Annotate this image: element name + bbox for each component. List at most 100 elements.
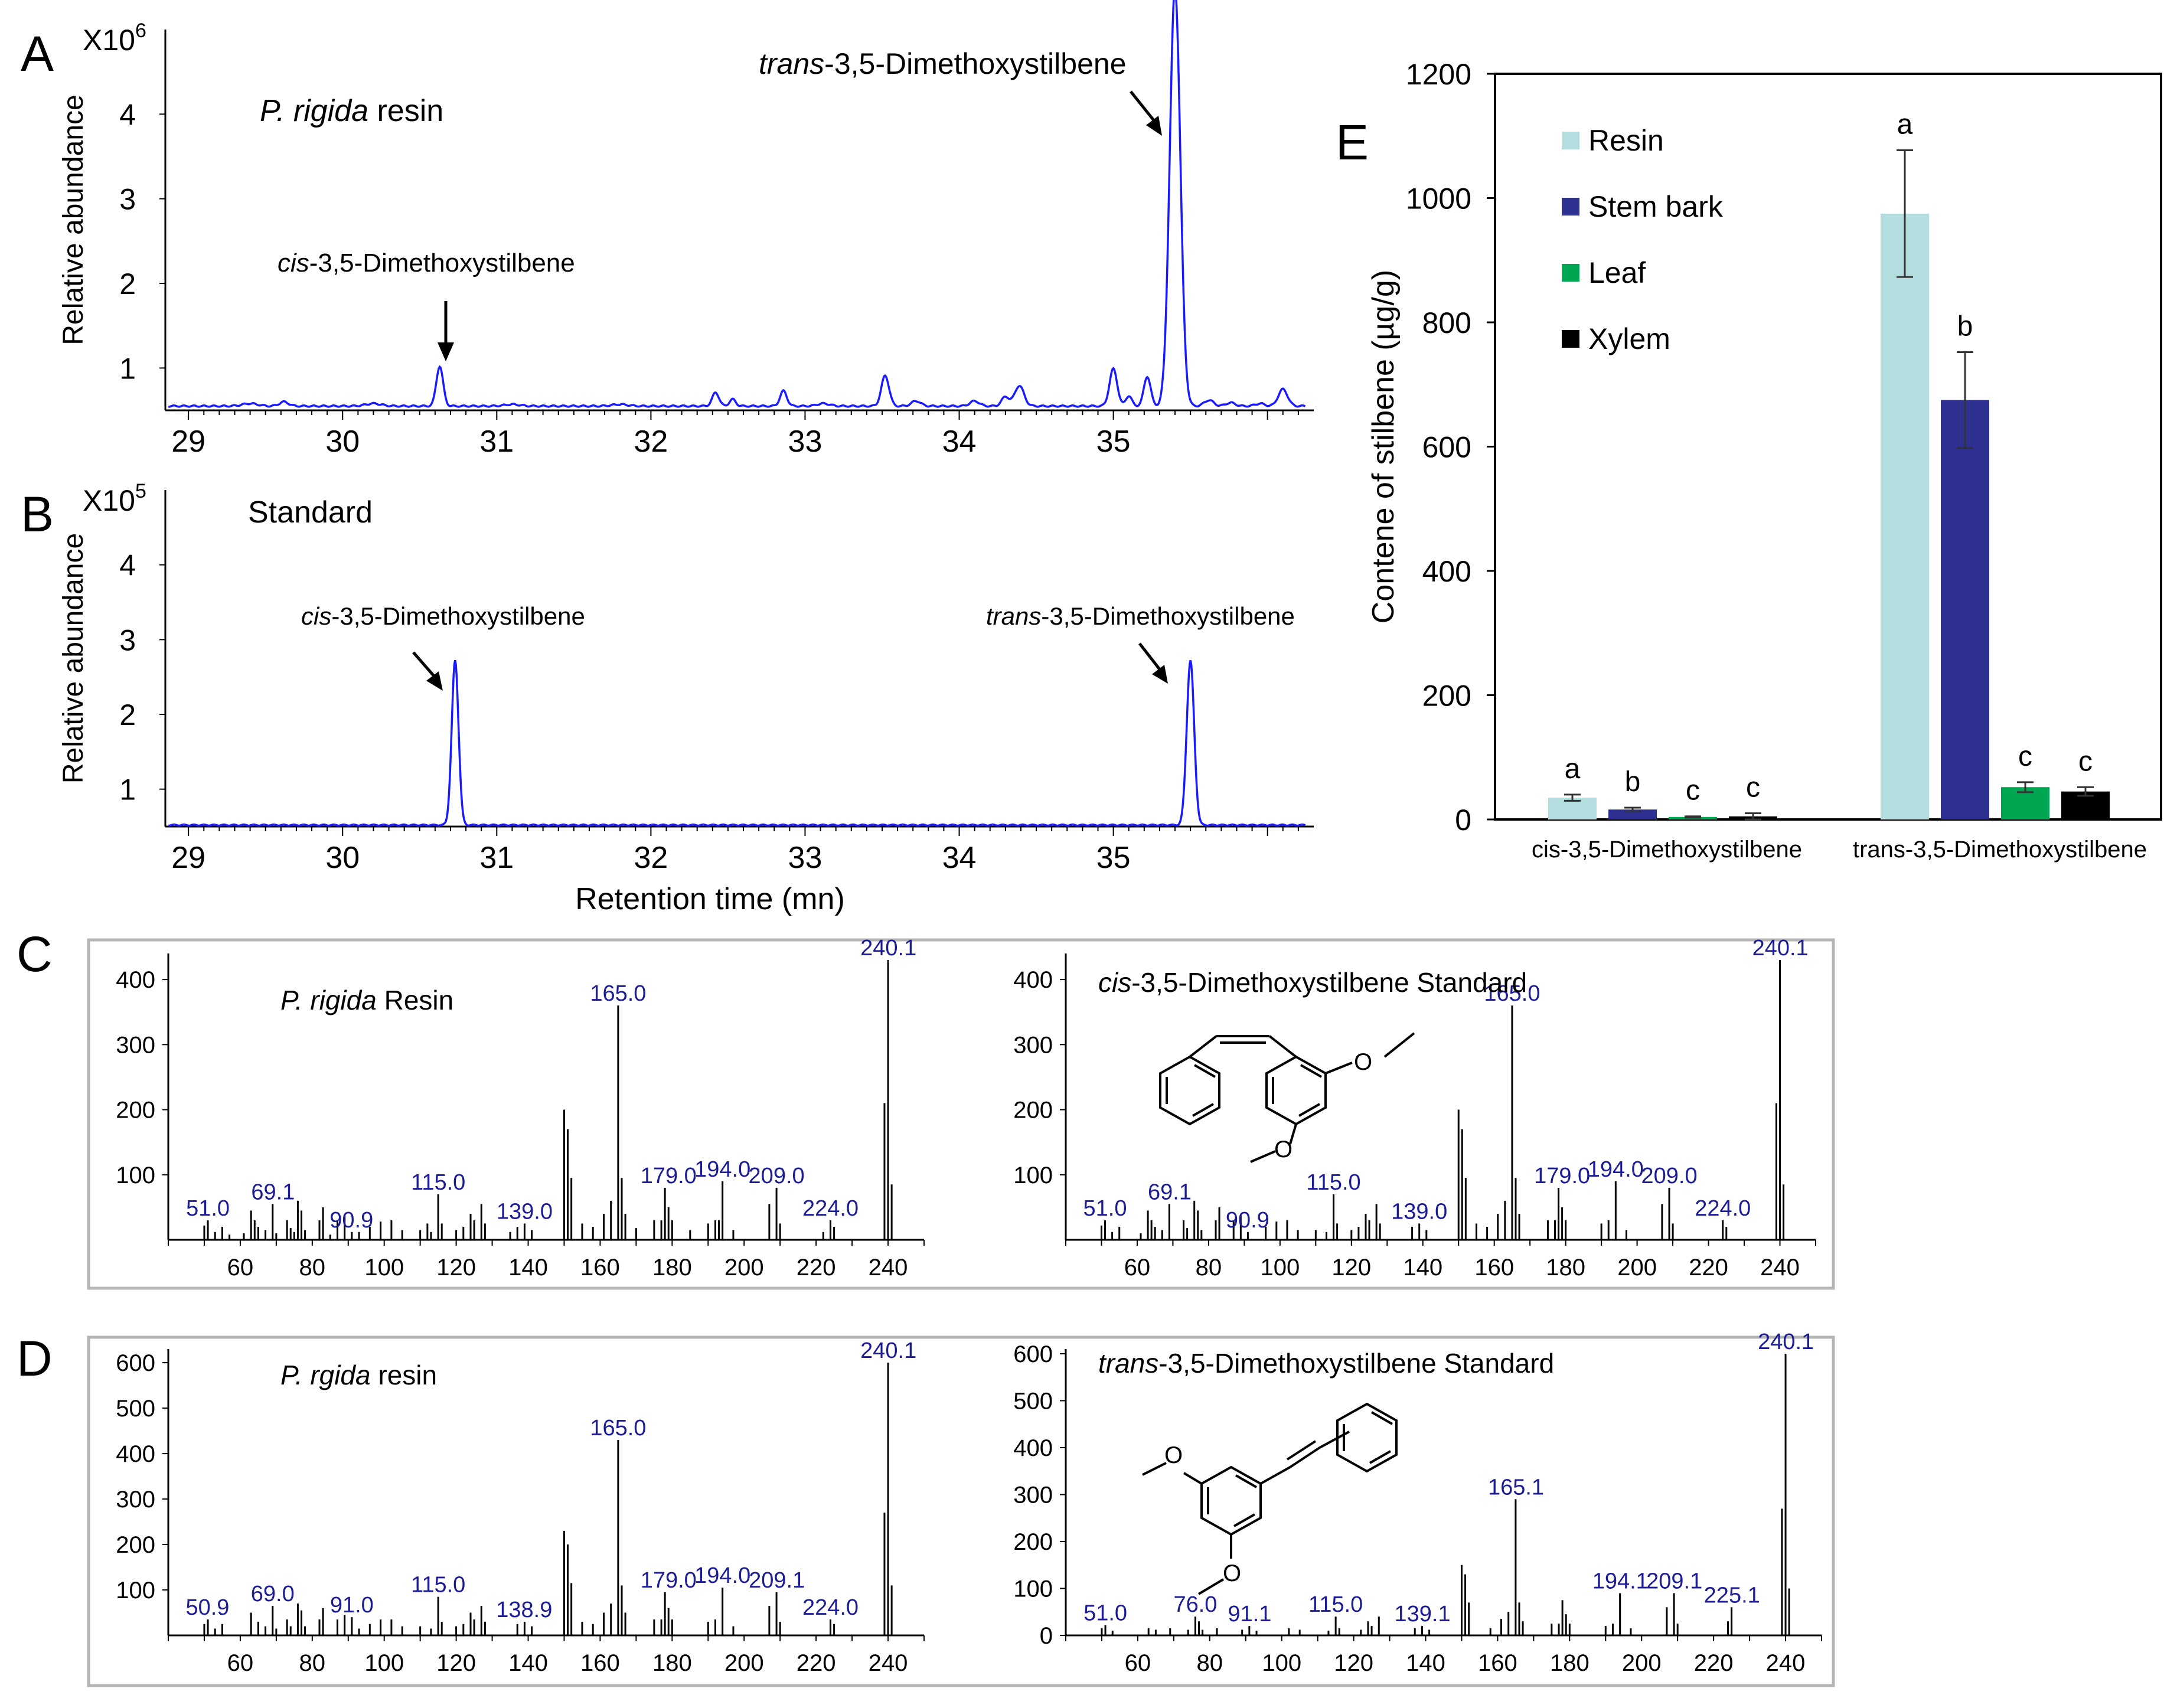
- category-label: trans-3,5-Dimethoxystilbene: [1853, 837, 2147, 863]
- panel-E-bar-chart: 0 200 400 600 800 1000 1200 Contene of stilbene…: [1336, 58, 2162, 863]
- spectrum-title-italic: trans: [1098, 1348, 1158, 1379]
- peak-mz-label: 224.0: [802, 1196, 859, 1221]
- arrowhead: [1152, 665, 1168, 684]
- peak-mz-label: 115.0: [411, 1573, 465, 1598]
- y-tick-label: 1: [119, 773, 136, 806]
- oxygen-label: O: [1274, 1137, 1293, 1162]
- x-tick-label: 80: [299, 1255, 326, 1281]
- x-tick-label: 30: [325, 841, 360, 875]
- x-tick-label: 30: [325, 424, 360, 459]
- y-tick-label: 200: [116, 1098, 155, 1124]
- x-tick-label: 140: [508, 1650, 548, 1676]
- significance-letter: b: [1625, 766, 1641, 798]
- panel-label: E: [1336, 115, 1369, 170]
- peak-mz-label: 240.1: [860, 936, 916, 961]
- cis-stilbene-structure: [1159, 1032, 1415, 1163]
- peak-annotation: cis-3,5-Dimethoxystilbene: [278, 249, 575, 277]
- panel-D-left-spectrum: 60 80 100 120 140 160 180 200 220 240 100 200 300 400…: [17, 1331, 925, 1676]
- x-tick-label: 35: [1096, 841, 1131, 875]
- arrowhead: [1146, 116, 1162, 136]
- y-tick-label: 3: [119, 183, 136, 216]
- peak-annotation-rest: -3,5-Dimethoxystilbene: [1041, 602, 1295, 630]
- x-tick-label: 200: [724, 1650, 764, 1676]
- peak-mz-label: 194.1: [1592, 1569, 1649, 1593]
- peak-mz-label: 224.0: [802, 1595, 859, 1620]
- x-tick-label: 80: [1196, 1255, 1222, 1281]
- peak-mz-label: 50.9: [185, 1595, 229, 1620]
- x-tick-label: 140: [1406, 1650, 1445, 1676]
- panel-C-right-spectrum: 60 80 100 120 140 160 180 200 220 240 100 200 300 400…: [1013, 936, 1816, 1281]
- y-tick-label: 500: [1013, 1388, 1053, 1414]
- y-tick-label: 300: [1013, 1032, 1053, 1058]
- x-tick-label: 180: [652, 1650, 692, 1676]
- peak-mz-label: 115.0: [411, 1170, 465, 1195]
- x-tick-label: 31: [479, 424, 514, 459]
- peak-mz-label: 224.0: [1695, 1196, 1751, 1221]
- category-label: cis-3,5-Dimethoxystilbene: [1532, 837, 1802, 863]
- scale-exponent: 5: [135, 480, 146, 502]
- annotation-arrow: [412, 651, 435, 677]
- peak-mz-label: 69.1: [251, 1180, 295, 1204]
- y-tick-label: 600: [1422, 431, 1471, 464]
- plot-frame: [1494, 73, 2162, 821]
- peak-annotation-rest: -3,5-Dimethoxystilbene: [824, 47, 1126, 80]
- panel-label: B: [21, 486, 54, 542]
- spectrum-title: P. rgida resin: [280, 1360, 437, 1390]
- y-tick-label: 400: [1013, 967, 1053, 993]
- significance-letter: a: [1897, 109, 1913, 140]
- x-tick-label: 29: [171, 841, 205, 875]
- x-tick-label: 100: [364, 1650, 404, 1676]
- panel-label: D: [17, 1331, 53, 1386]
- chromatogram-trace: [168, 659, 1306, 827]
- peak-mz-label: 138.9: [496, 1598, 552, 1622]
- x-tick-label: 200: [1617, 1255, 1657, 1281]
- significance-letter: c: [1686, 775, 1700, 806]
- y-tick-label: 400: [1013, 1435, 1053, 1461]
- legend-swatch: [1562, 198, 1579, 215]
- peak-mz-label: 90.9: [329, 1208, 373, 1233]
- trans-stilbene-structure: [1142, 1402, 1398, 1595]
- x-tick-label: 100: [1262, 1650, 1301, 1676]
- x-tick-label: 140: [1403, 1255, 1442, 1281]
- peak-mz-label: 51.0: [186, 1196, 230, 1221]
- x-tick-label: 33: [788, 841, 823, 875]
- x-tick-label: 60: [1124, 1255, 1151, 1281]
- y-tick-label: 600: [1013, 1341, 1053, 1367]
- bar: [1881, 213, 1929, 819]
- legend-swatch: [1562, 132, 1579, 149]
- peak-mz-label: 194.0: [694, 1563, 750, 1588]
- peak-mz-label: 51.0: [1083, 1196, 1127, 1221]
- peak-annotation: trans-3,5-Dimethoxystilbene: [986, 602, 1295, 630]
- y-tick-label: 300: [116, 1487, 155, 1513]
- x-tick-label: 34: [942, 841, 977, 875]
- x-tick-label: 180: [1546, 1255, 1585, 1281]
- spectrum-title: P. rigida Resin: [280, 985, 453, 1015]
- peak-mz-label: 51.0: [1083, 1601, 1127, 1626]
- x-tick-label: 180: [1550, 1650, 1589, 1676]
- scale-base: X10: [83, 24, 135, 57]
- peak-annotation-italic: cis: [278, 249, 309, 277]
- peak-mz-label: 69.0: [251, 1582, 295, 1606]
- x-tick-label: 35: [1096, 424, 1131, 459]
- y-tick-label: 200: [1422, 680, 1471, 713]
- x-tick-label: 240: [869, 1255, 908, 1281]
- x-tick-label: 60: [227, 1255, 254, 1281]
- y-tick-label: 100: [116, 1578, 155, 1604]
- x-tick-label: 220: [1694, 1650, 1734, 1676]
- x-tick-label: 120: [1334, 1650, 1373, 1676]
- y-tick-label: 300: [1013, 1482, 1053, 1508]
- peak-mz-label: 179.0: [641, 1164, 697, 1188]
- x-tick-label: 80: [299, 1650, 326, 1676]
- peak-mz-label: 240.1: [1758, 1330, 1814, 1354]
- y-axis-label: Relative abundance: [58, 94, 89, 345]
- significance-letter: b: [1957, 311, 1973, 342]
- scale-factor: X106: [83, 19, 146, 57]
- y-tick-label: 3: [119, 623, 136, 657]
- x-tick-label: 33: [788, 424, 823, 459]
- x-tick-label: 160: [1474, 1255, 1514, 1281]
- spectrum-title-rest: Resin: [377, 985, 453, 1015]
- peak-mz-label: 90.9: [1226, 1208, 1269, 1233]
- panel-D-frame: [87, 1335, 1835, 1687]
- significance-letter: c: [1746, 772, 1760, 803]
- chromatogram-trace: [168, 0, 1306, 408]
